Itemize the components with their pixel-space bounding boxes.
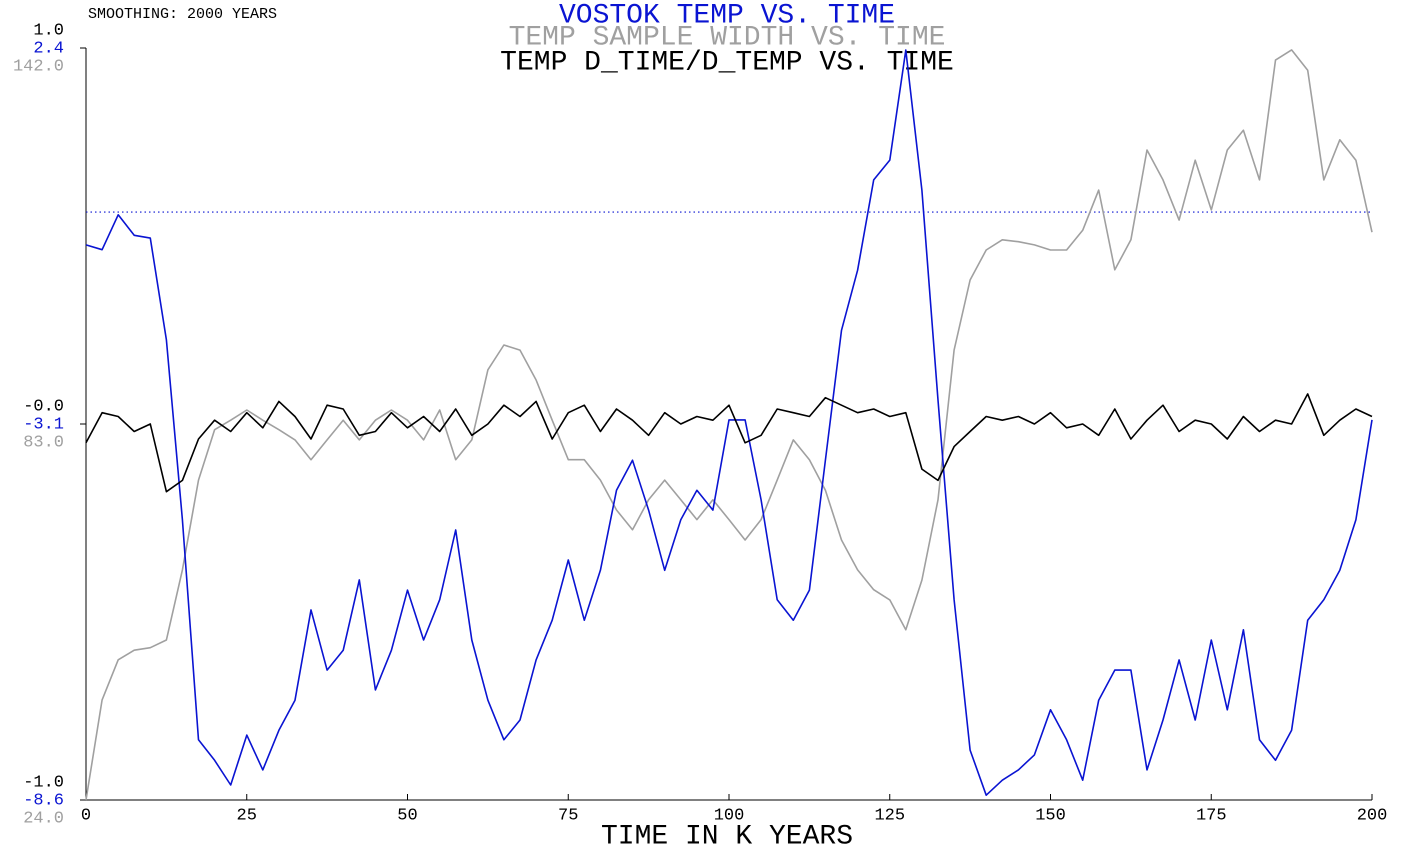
y-tick-label: -0.0 <box>23 397 64 416</box>
y-tick-label: 2.4 <box>33 39 64 58</box>
annotation: SMOOTHING: 2000 YEARS <box>88 6 277 23</box>
x-tick-label: 200 <box>1357 806 1388 825</box>
y-tick-label: 142.0 <box>13 57 64 76</box>
x-tick-label: 75 <box>558 806 578 825</box>
x-tick-label: 175 <box>1196 806 1227 825</box>
chart-title: VOSTOK TEMP VS. TIME <box>559 0 895 31</box>
x-tick-label: 100 <box>714 806 745 825</box>
x-tick-label: 150 <box>1035 806 1066 825</box>
y-tick-label: 1.0 <box>33 21 64 40</box>
y-tick-label: -1.0 <box>23 773 64 792</box>
chart-title: TEMP D_TIME/D_TEMP VS. TIME <box>500 47 954 78</box>
y-tick-label: 83.0 <box>23 433 64 452</box>
y-tick-label: 24.0 <box>23 809 64 828</box>
x-tick-label: 25 <box>237 806 257 825</box>
x-tick-label: 0 <box>81 806 91 825</box>
series-line <box>85 49 1373 796</box>
y-tick-label: -8.6 <box>23 791 64 810</box>
series-line <box>85 49 1373 801</box>
x-tick-label: 50 <box>397 806 417 825</box>
x-tick-label: 125 <box>874 806 905 825</box>
y-tick-label: -3.1 <box>23 415 64 434</box>
series-line <box>85 393 1373 493</box>
x-axis-label: TIME IN K YEARS <box>601 821 853 850</box>
chart-title: TEMP SAMPLE WIDTH VS. TIME <box>509 22 946 53</box>
